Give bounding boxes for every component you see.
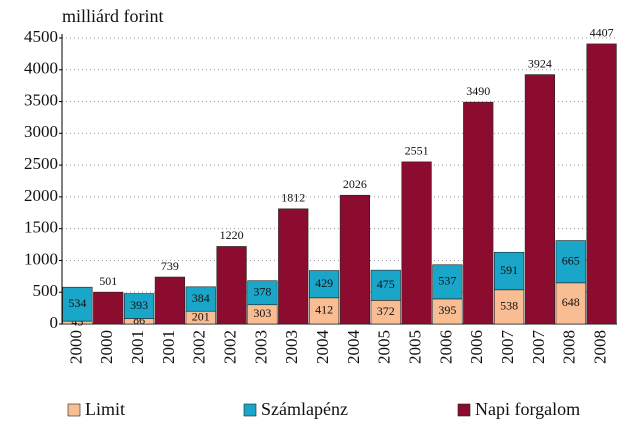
data-label: 2551 [405,144,429,158]
x-tick-label: 2002 [220,330,239,364]
data-label: 4407 [590,26,614,40]
x-tick-label: 2001 [159,330,178,364]
x-tick-label: 2005 [405,330,424,364]
data-label: 648 [562,295,580,309]
y-tick-label: 2500 [24,154,58,173]
bar-segment [308,297,340,325]
data-label: 537 [438,274,456,288]
y-tick-label: 3000 [24,122,58,141]
x-tick-label: 2006 [436,330,455,364]
bar-segment [370,269,401,301]
bar-segment [247,280,278,306]
bar-segment [93,291,124,325]
y-tick-label: 4500 [24,27,58,46]
x-tick-label: 2000 [97,330,116,364]
bar-segment [401,161,432,325]
data-label: 1220 [220,228,244,242]
bar-segment [308,270,340,299]
x-tick-label: 2008 [590,330,609,364]
x-tick-label: 2007 [498,330,517,365]
bar-segment [216,246,247,325]
y-tick-label: 1000 [24,249,58,268]
bar-segment [555,240,586,284]
data-label: 475 [377,277,395,291]
legend-swatch [243,403,257,417]
bar-segment [586,43,617,325]
data-label: 3924 [528,56,552,70]
bar-segment [339,194,371,325]
y-tick-label: 0 [50,313,59,332]
bar-segment [432,298,463,325]
legend-swatch [457,403,471,417]
data-label: 412 [315,303,333,317]
x-tick-label: 2001 [128,330,147,364]
y-tick-label: 3500 [24,90,58,109]
y-tick-label: 2000 [24,186,58,205]
bar-segment [555,282,586,325]
data-label: 395 [438,303,456,317]
y-axis-label: milliárd forint [62,6,163,26]
y-tick-label: 4000 [24,59,58,78]
bar-segment [123,293,155,319]
data-label: 2026 [343,177,367,191]
x-tick-label: 2000 [66,330,85,364]
legend-label: Limit [85,399,125,419]
x-tick-label: 2006 [467,330,486,364]
x-tick-label: 2003 [251,330,270,364]
data-label: 534 [68,296,86,310]
data-label: 372 [377,304,395,318]
data-label: 1812 [281,191,305,205]
x-tick-label: 2008 [560,330,579,364]
data-label: 538 [500,299,518,313]
bar-segment [62,286,93,322]
y-tick-label: 500 [33,281,59,300]
x-tick-label: 2004 [344,330,363,365]
x-tick-label: 2004 [313,330,332,365]
data-label: 384 [192,291,210,305]
bar-segment [493,251,525,291]
data-label: 393 [130,298,148,312]
legend-label: Számlapénz [261,399,348,419]
legend-swatch [67,403,81,417]
legend-label: Napi forgalom [475,399,580,419]
data-label: 303 [253,306,271,320]
data-label: 501 [99,274,117,288]
bar-segment [524,74,556,325]
data-label: 665 [562,253,580,267]
x-tick-label: 2003 [282,330,301,364]
bar-segment [463,101,494,325]
data-label: 591 [500,263,518,277]
data-label: 378 [253,284,271,298]
bar-segment [185,286,216,312]
bar-segment [154,276,186,325]
x-tick-label: 2005 [375,330,394,364]
x-tick-label: 2007 [529,330,548,365]
bar-segment [278,208,309,325]
bar-segment [432,264,463,300]
data-label: 429 [315,276,333,290]
data-label: 3490 [466,84,490,98]
x-tick-label: 2002 [190,330,209,364]
data-label: 201 [192,309,210,323]
data-label: 739 [161,259,179,273]
y-tick-label: 1500 [24,218,58,237]
